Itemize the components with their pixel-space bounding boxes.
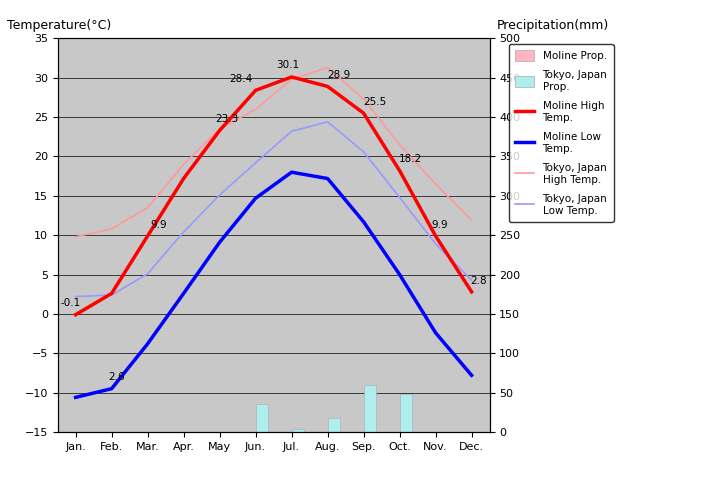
Legend: Moline Prop., Tokyo, Japan
Prop., Moline High
Temp., Moline Low
Temp., Tokyo, Ja: Moline Prop., Tokyo, Japan Prop., Moline… [509, 44, 613, 222]
Bar [171, 432, 184, 479]
Text: 30.1: 30.1 [276, 60, 300, 70]
Text: 9.9: 9.9 [431, 220, 448, 230]
Bar [315, 432, 328, 477]
Text: 28.9: 28.9 [327, 70, 350, 80]
Bar [387, 432, 400, 480]
Text: Temperature(°C): Temperature(°C) [7, 19, 112, 32]
Text: 2.6: 2.6 [109, 372, 125, 383]
Bar [243, 432, 256, 469]
Bar [112, 432, 125, 480]
Bar [99, 432, 112, 480]
Bar [292, 429, 305, 432]
Bar [148, 432, 161, 457]
Text: 28.4: 28.4 [230, 74, 253, 84]
Bar [436, 432, 449, 477]
Bar [400, 394, 413, 432]
Bar [328, 418, 341, 432]
Text: -0.1: -0.1 [60, 299, 81, 309]
Bar [220, 432, 233, 442]
Bar [76, 432, 89, 480]
Text: 2.8: 2.8 [470, 276, 487, 287]
Bar [459, 432, 472, 480]
Text: Precipitation(mm): Precipitation(mm) [497, 19, 609, 32]
Bar [472, 432, 485, 480]
Bar [207, 432, 220, 475]
Bar [63, 432, 76, 480]
Bar [184, 432, 197, 452]
Bar [135, 432, 148, 480]
Text: 23.3: 23.3 [215, 114, 238, 124]
Text: 18.2: 18.2 [399, 155, 422, 164]
Text: 9.9: 9.9 [150, 220, 167, 230]
Bar [351, 432, 364, 480]
Bar [279, 432, 292, 462]
Text: 25.5: 25.5 [363, 97, 386, 107]
Bar [364, 385, 377, 432]
Bar [256, 405, 269, 432]
Bar [423, 432, 436, 480]
